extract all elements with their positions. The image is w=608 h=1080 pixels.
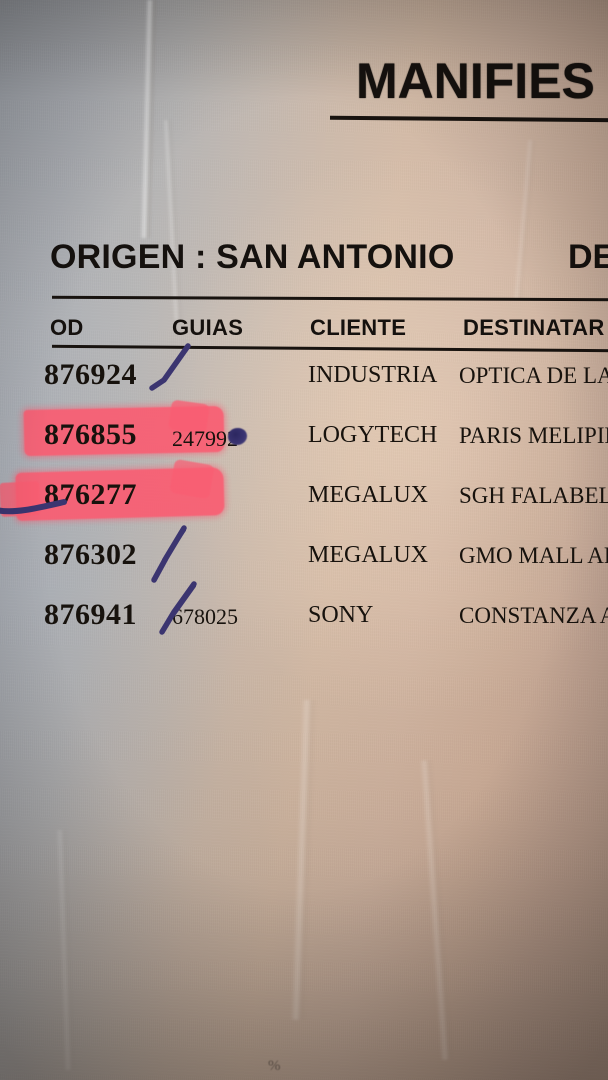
table-row: GMO MALL AR: [459, 543, 608, 569]
table-row: 876302: [44, 538, 137, 572]
column-header-guias: GUIAS: [172, 315, 243, 341]
table-row: PARIS MELIPIL: [459, 423, 608, 449]
column-header-cliente: CLIENTE: [310, 315, 406, 341]
table-row: INDUSTRIA: [308, 362, 437, 389]
destination-label: DE: [568, 238, 608, 277]
column-header-destinatario: DESTINATAR: [463, 315, 605, 341]
table-row: LOGYTECH: [308, 422, 437, 449]
table-row: SONY: [308, 602, 373, 629]
table-row: OPTICA DE LA T: [459, 363, 608, 389]
table-row: 247992: [172, 426, 238, 452]
table-row: 876941: [44, 598, 137, 632]
table-row: MEGALUX: [308, 542, 428, 569]
table-row: MEGALUX: [308, 482, 428, 509]
table-row: CONSTANZA A: [459, 603, 608, 629]
table-row: SGH FALABELL: [459, 483, 608, 509]
paper-smudge: %: [268, 1058, 290, 1075]
column-header-cod: OD: [50, 315, 84, 341]
table-row: 876855: [44, 418, 137, 452]
origin-label: ORIGEN : SAN ANTONIO: [50, 238, 454, 277]
pen-blot-row2: [228, 428, 247, 445]
table-row: 876924: [44, 358, 137, 392]
paper-bottom-shading: [0, 820, 608, 1080]
document-title: MANIFIES: [356, 52, 595, 110]
